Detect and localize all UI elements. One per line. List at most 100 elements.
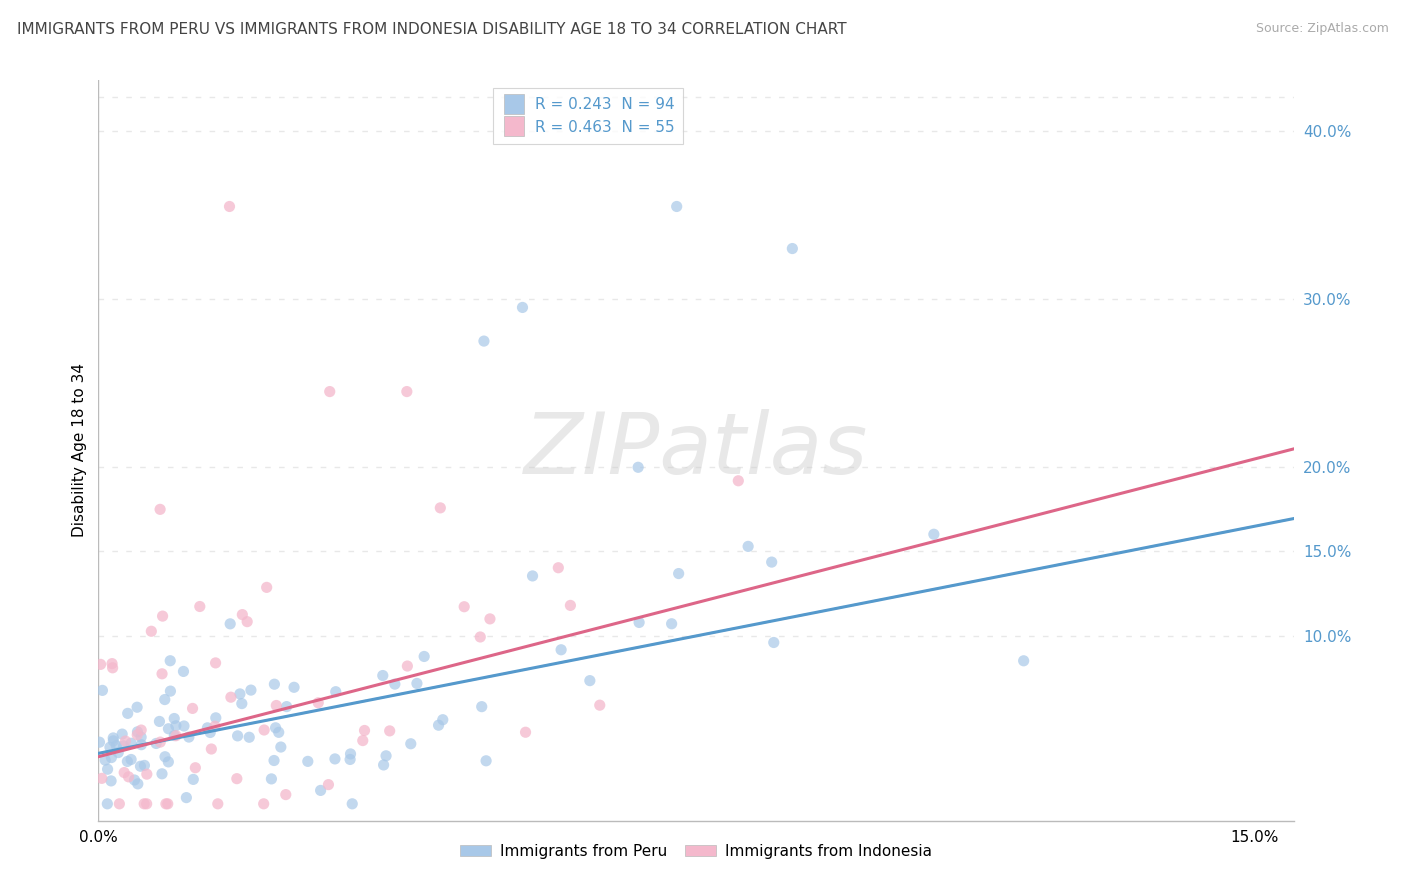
- Text: IMMIGRANTS FROM PERU VS IMMIGRANTS FROM INDONESIA DISABILITY AGE 18 TO 34 CORREL: IMMIGRANTS FROM PERU VS IMMIGRANTS FROM …: [17, 22, 846, 37]
- Point: [339, 747, 361, 761]
- Text: Source: ZipAtlas.com: Source: ZipAtlas.com: [1256, 22, 1389, 36]
- Point: [184, 761, 207, 775]
- Point: [103, 734, 125, 748]
- Point: [782, 242, 804, 256]
- Point: [165, 719, 187, 733]
- Point: [761, 555, 783, 569]
- Text: ZIPatlas: ZIPatlas: [524, 409, 868, 492]
- Point: [134, 758, 156, 772]
- Point: [120, 752, 142, 766]
- Point: [260, 772, 283, 786]
- Point: [229, 687, 252, 701]
- Point: [114, 734, 136, 748]
- Point: [100, 750, 122, 764]
- Point: [204, 719, 226, 733]
- Point: [579, 673, 602, 688]
- Point: [319, 384, 342, 399]
- Point: [472, 334, 495, 348]
- Point: [141, 624, 163, 639]
- Point: [207, 797, 229, 811]
- Legend: Immigrants from Peru, Immigrants from Indonesia: Immigrants from Peru, Immigrants from In…: [454, 838, 938, 865]
- Point: [90, 772, 112, 786]
- Point: [353, 723, 375, 738]
- Point: [163, 729, 186, 743]
- Point: [150, 666, 173, 681]
- Point: [157, 722, 180, 736]
- Point: [117, 770, 139, 784]
- Point: [127, 728, 149, 742]
- Point: [276, 699, 298, 714]
- Point: [129, 759, 152, 773]
- Point: [239, 683, 262, 698]
- Point: [111, 727, 134, 741]
- Point: [270, 739, 292, 754]
- Point: [157, 755, 180, 769]
- Point: [129, 723, 152, 737]
- Point: [238, 731, 260, 745]
- Point: [135, 767, 157, 781]
- Point: [274, 788, 297, 802]
- Point: [762, 635, 785, 649]
- Point: [91, 683, 114, 698]
- Point: [112, 765, 135, 780]
- Point: [173, 719, 195, 733]
- Point: [135, 797, 157, 811]
- Point: [396, 659, 419, 673]
- Point: [225, 772, 247, 786]
- Point: [453, 599, 475, 614]
- Point: [219, 616, 242, 631]
- Point: [155, 797, 177, 811]
- Point: [127, 724, 149, 739]
- Point: [231, 607, 253, 622]
- Point: [105, 739, 128, 753]
- Point: [263, 677, 285, 691]
- Point: [375, 748, 398, 763]
- Point: [219, 690, 242, 705]
- Point: [522, 569, 544, 583]
- Point: [197, 721, 219, 735]
- Point: [512, 301, 534, 315]
- Point: [200, 725, 222, 739]
- Point: [589, 698, 612, 713]
- Point: [94, 753, 117, 767]
- Point: [163, 712, 186, 726]
- Point: [96, 797, 118, 811]
- Point: [253, 723, 276, 737]
- Point: [323, 752, 346, 766]
- Point: [727, 474, 749, 488]
- Point: [339, 752, 361, 766]
- Point: [922, 527, 945, 541]
- Point: [325, 684, 347, 698]
- Point: [98, 740, 121, 755]
- Point: [188, 599, 211, 614]
- Point: [378, 723, 401, 738]
- Point: [181, 701, 204, 715]
- Point: [200, 742, 222, 756]
- Point: [550, 642, 572, 657]
- Point: [148, 714, 170, 729]
- Point: [427, 718, 450, 732]
- Point: [176, 790, 198, 805]
- Point: [120, 736, 142, 750]
- Point: [309, 783, 332, 797]
- Point: [264, 721, 287, 735]
- Y-axis label: Disability Age 18 to 34: Disability Age 18 to 34: [72, 363, 87, 538]
- Point: [149, 735, 172, 749]
- Point: [399, 737, 422, 751]
- Point: [226, 729, 249, 743]
- Point: [97, 762, 120, 776]
- Point: [153, 749, 176, 764]
- Point: [628, 615, 651, 630]
- Point: [159, 654, 181, 668]
- Point: [371, 668, 394, 682]
- Point: [89, 735, 111, 749]
- Point: [413, 649, 436, 664]
- Point: [117, 755, 139, 769]
- Point: [384, 677, 406, 691]
- Point: [100, 773, 122, 788]
- Point: [101, 661, 124, 675]
- Point: [668, 566, 690, 581]
- Point: [478, 612, 501, 626]
- Point: [117, 706, 139, 721]
- Point: [429, 500, 451, 515]
